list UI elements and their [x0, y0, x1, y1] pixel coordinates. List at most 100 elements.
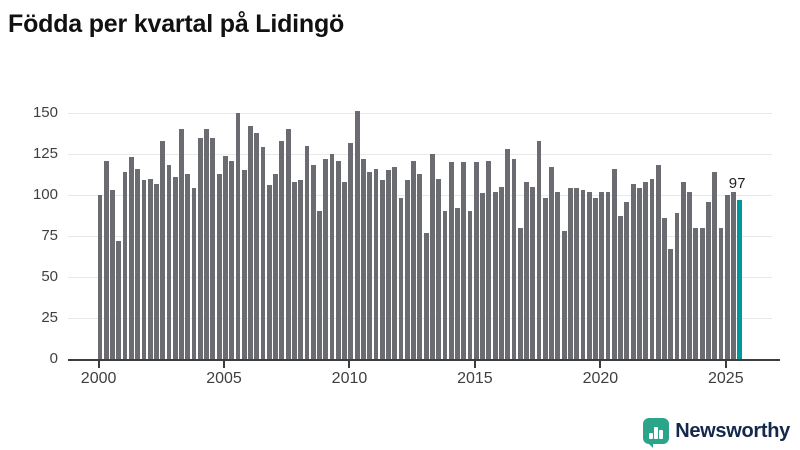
chart-title: Födda per kvartal på Lidingö	[8, 10, 345, 38]
bar	[229, 160, 235, 359]
bar-chart-bubble-icon	[643, 418, 670, 448]
bar	[398, 198, 404, 359]
bar	[649, 178, 655, 359]
bar	[179, 129, 184, 359]
bar	[348, 142, 354, 359]
bar	[160, 140, 166, 359]
bar	[404, 180, 410, 359]
bar	[636, 188, 642, 359]
bar	[505, 149, 511, 359]
x-axis-label-2005: 2005	[206, 370, 242, 387]
x-axis-label-2010: 2010	[331, 370, 368, 387]
bar	[486, 160, 492, 359]
x-axis-tick-2015	[473, 361, 476, 368]
y-axis-label-150: 150	[32, 104, 58, 121]
bar	[210, 137, 216, 359]
bar	[298, 180, 304, 359]
bar	[128, 157, 134, 359]
bar	[317, 211, 322, 359]
x-axis-tick-2000	[97, 361, 100, 368]
bar	[655, 165, 661, 359]
newsworthy-logo[interactable]: Newsworthy	[643, 418, 790, 448]
bar	[542, 198, 548, 359]
newsworthy-logo-text: Newsworthy	[675, 419, 790, 442]
last-value-label: 97	[728, 174, 746, 192]
bar	[197, 137, 203, 359]
bar	[110, 190, 115, 359]
bar	[279, 140, 285, 359]
bar	[536, 140, 542, 359]
bar	[436, 178, 442, 359]
bar	[329, 154, 335, 359]
bar	[549, 167, 554, 359]
x-axis-label-2000: 2000	[80, 370, 117, 387]
bar	[593, 198, 598, 359]
bar	[285, 129, 291, 359]
bar	[480, 193, 485, 359]
bar	[586, 191, 592, 359]
bar	[411, 160, 416, 359]
bar	[492, 191, 498, 359]
bar	[310, 165, 316, 359]
bar	[555, 191, 561, 359]
bar	[568, 188, 573, 359]
x-axis-label-2015: 2015	[457, 370, 493, 387]
bar	[605, 191, 611, 359]
bar	[354, 111, 360, 359]
bar	[223, 155, 228, 359]
bar	[499, 186, 504, 359]
bar	[323, 158, 329, 359]
gridline-125	[68, 153, 772, 155]
bar	[361, 158, 366, 359]
bar	[517, 227, 523, 359]
bar	[254, 132, 260, 359]
bar	[731, 191, 736, 359]
bar	[574, 188, 580, 359]
bar	[599, 191, 605, 359]
bar	[718, 227, 724, 359]
bar	[630, 183, 636, 359]
bar	[216, 173, 222, 359]
bar	[430, 154, 435, 359]
x-axis-tick-2005	[223, 361, 226, 368]
x-axis-label-2020: 2020	[582, 370, 619, 387]
bar	[304, 145, 310, 359]
y-axis-label-125: 125	[32, 145, 58, 162]
bar	[511, 158, 517, 359]
bar	[611, 168, 617, 359]
bar	[561, 231, 567, 359]
bar	[97, 195, 103, 359]
bar	[699, 227, 705, 359]
bar	[235, 113, 241, 359]
bar	[530, 186, 536, 359]
y-axis-label-0: 0	[49, 350, 58, 367]
y-axis-label-50: 50	[41, 268, 58, 285]
x-axis-line	[68, 359, 780, 361]
bar	[693, 227, 699, 359]
bar	[461, 162, 467, 359]
bar	[373, 168, 379, 359]
y-axis-label-100: 100	[32, 186, 58, 203]
bar	[248, 126, 253, 359]
bar	[674, 213, 680, 359]
bar	[680, 181, 686, 359]
bar	[204, 129, 210, 359]
bar	[423, 232, 429, 359]
bar	[241, 170, 247, 359]
bar	[467, 211, 473, 359]
bar	[185, 173, 191, 359]
bar	[624, 201, 630, 359]
bar	[687, 191, 692, 359]
bar	[103, 160, 109, 359]
bar	[154, 183, 159, 359]
bar	[379, 180, 385, 359]
bar	[166, 165, 172, 359]
bar	[455, 208, 460, 359]
bar	[386, 170, 391, 359]
bar	[524, 181, 529, 359]
bar	[712, 172, 718, 359]
bar	[367, 172, 373, 359]
bar	[292, 181, 297, 359]
bar	[392, 167, 398, 359]
